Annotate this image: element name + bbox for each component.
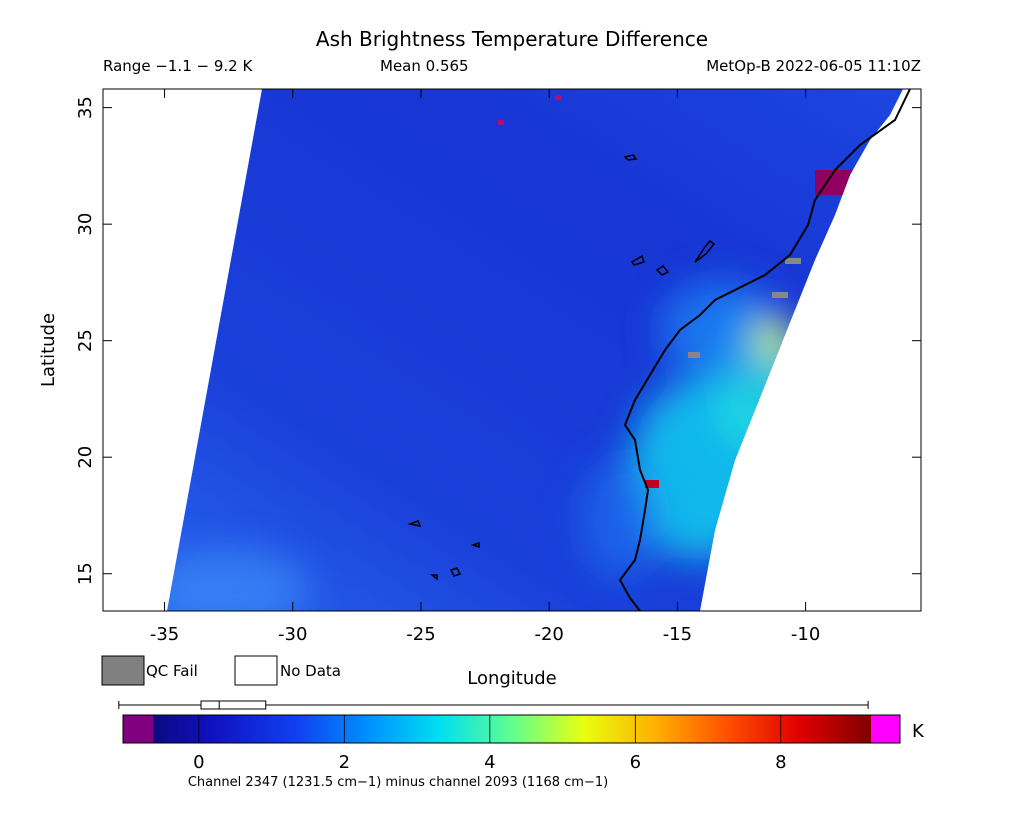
footnote: Channel 2347 (1231.5 cm−1) minus channel…	[188, 775, 608, 790]
x-axis-label: Longitude	[467, 668, 557, 689]
colorbar-unit: K	[912, 721, 925, 742]
legend-label: No Data	[280, 662, 341, 680]
colorbar-under	[123, 715, 153, 743]
y-tick-label: 15	[75, 562, 96, 585]
swath-image	[167, 89, 903, 611]
y-axis-label: Latitude	[38, 313, 59, 387]
colorbar-tick-label: 8	[775, 752, 786, 773]
y-tick-label: 30	[75, 213, 96, 236]
x-tick-label: -15	[663, 624, 692, 645]
y-tick-label: 35	[75, 96, 96, 119]
y-tick-label: 20	[75, 446, 96, 469]
colorbar-over	[871, 715, 900, 743]
x-tick-label: -20	[534, 624, 563, 645]
range-text: Range −1.1 − 9.2 K	[103, 57, 253, 75]
legend-swatch	[234, 655, 278, 686]
coastline	[618, 88, 911, 612]
colorbar-tick-label: 0	[193, 752, 204, 773]
plot-frame	[102, 88, 922, 612]
mean-text: Mean 0.565	[380, 57, 469, 75]
islands	[407, 154, 716, 581]
x-tick-label: -30	[278, 624, 307, 645]
colorbar-frame	[122, 714, 901, 744]
legend-label: QC Fail	[146, 662, 198, 680]
x-tick-label: -10	[791, 624, 820, 645]
colorbar-tick-label: 4	[484, 752, 495, 773]
legend-swatch	[101, 655, 145, 686]
x-tick-label: -25	[406, 624, 435, 645]
x-tick-label: -35	[150, 624, 179, 645]
box	[200, 700, 267, 710]
source-text: MetOp-B 2022-06-05 11:10Z	[706, 57, 921, 75]
colorbar-tick-label: 2	[339, 752, 350, 773]
colorbar-tick-label: 6	[630, 752, 641, 773]
colorbar	[153, 715, 871, 743]
y-tick-label: 25	[75, 329, 96, 352]
title: Ash Brightness Temperature Difference	[316, 27, 708, 51]
